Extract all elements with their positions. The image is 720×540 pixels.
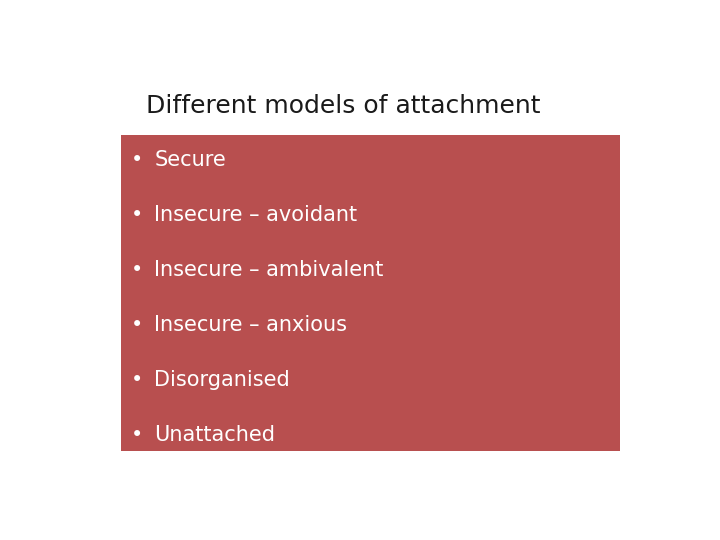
Text: •: • xyxy=(131,151,143,171)
Text: Secure: Secure xyxy=(154,151,226,171)
Text: •: • xyxy=(131,425,143,445)
Text: Insecure – anxious: Insecure – anxious xyxy=(154,315,347,335)
FancyBboxPatch shape xyxy=(121,136,620,451)
Text: Different models of attachment: Different models of attachment xyxy=(145,94,540,118)
Text: •: • xyxy=(131,205,143,225)
Text: Insecure – ambivalent: Insecure – ambivalent xyxy=(154,260,384,280)
Text: •: • xyxy=(131,315,143,335)
Text: Disorganised: Disorganised xyxy=(154,370,290,390)
Text: •: • xyxy=(131,370,143,390)
Text: Insecure – avoidant: Insecure – avoidant xyxy=(154,205,357,225)
Text: Unattached: Unattached xyxy=(154,425,275,445)
Text: •: • xyxy=(131,260,143,280)
